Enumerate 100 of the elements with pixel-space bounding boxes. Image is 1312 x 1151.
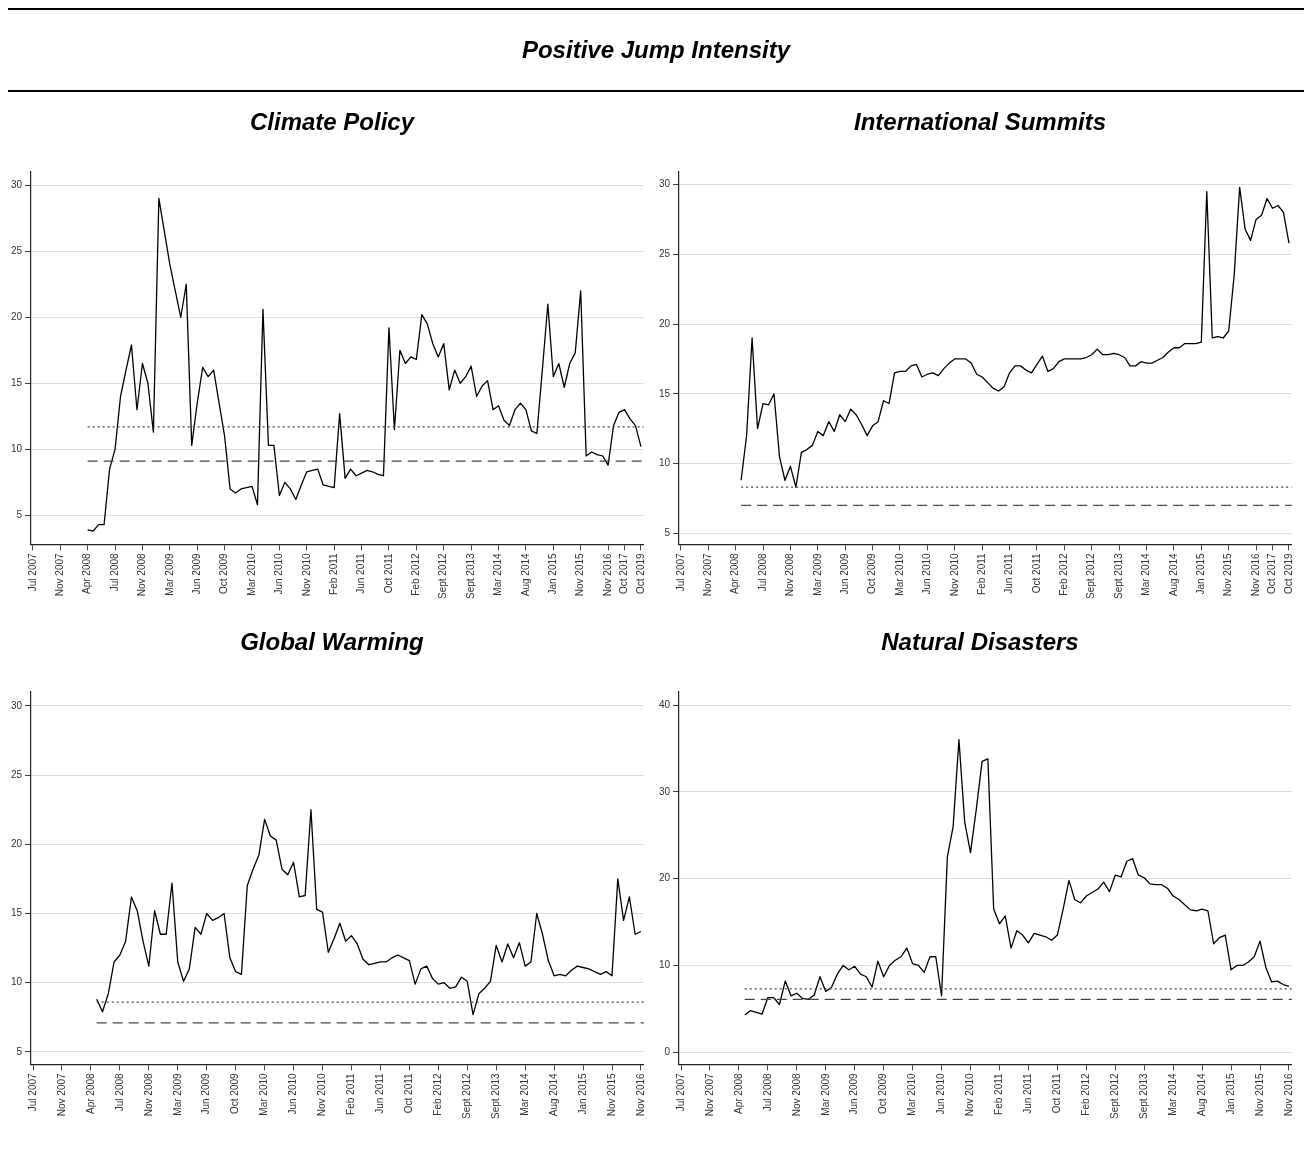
y-tick-label: 5 <box>16 1045 23 1057</box>
x-tick-label: Jul 2007 <box>26 552 38 592</box>
x-tick-label: Jul 2007 <box>674 1072 686 1112</box>
x-tick-label: Aug 2014 <box>1195 1072 1207 1117</box>
x-tick-label: Jun 2010 <box>273 552 285 595</box>
y-tick-label: 20 <box>11 311 23 323</box>
x-tick-label: Nov 2007 <box>55 1072 67 1117</box>
y-tick-label: 30 <box>11 178 23 190</box>
x-tick-label: Jan 2015 <box>576 1072 588 1115</box>
x-tick-label: Jun 2009 <box>200 1072 212 1115</box>
x-tick-label: Jul 2008 <box>108 552 120 592</box>
x-tick-label: Feb 2012 <box>1058 552 1070 596</box>
x-tick-label: Apr 2008 <box>732 1072 744 1114</box>
x-tick-label: Sept 2013 <box>489 1072 501 1120</box>
x-tick-label: Mar 2009 <box>163 552 175 596</box>
x-tick-label: Nov 2007 <box>702 552 713 597</box>
x-tick-label: Oct 2017 <box>618 552 630 594</box>
x-tick-label: Jun 2010 <box>287 1072 299 1115</box>
y-tick-label: 10 <box>659 959 671 971</box>
x-tick-label: Mar 2010 <box>893 552 905 596</box>
x-tick-label: Mar 2014 <box>1140 552 1152 596</box>
y-tick-label: 10 <box>659 457 671 469</box>
x-tick-label: Apr 2008 <box>84 1072 96 1114</box>
x-tick-label: Mar 2009 <box>811 552 823 596</box>
x-tick-label: Jul 2008 <box>761 1072 773 1112</box>
y-tick-label: 15 <box>659 387 671 399</box>
y-tick-label: 25 <box>659 248 671 260</box>
x-tick-label: Mar 2014 <box>492 552 504 596</box>
x-tick-label: Nov 2007 <box>54 552 65 597</box>
x-tick-label: Nov 2016 <box>1282 1072 1294 1117</box>
y-tick-label: 30 <box>659 178 671 190</box>
y-tick-label: 20 <box>659 872 671 884</box>
chart-title: International Summits <box>852 107 1107 137</box>
x-tick-label: Mar 2010 <box>906 1072 918 1116</box>
x-tick-label: Nov 2015 <box>1222 552 1234 597</box>
chart-title: Global Warming <box>239 627 425 657</box>
x-tick-label: Jun 2011 <box>1022 1072 1034 1114</box>
x-tick-label: Apr 2008 <box>81 552 93 594</box>
x-tick-label: Oct 2009 <box>866 552 878 594</box>
x-tick-label: Oct 2011 <box>1051 1072 1063 1114</box>
x-tick-label: Sept 2012 <box>461 1072 473 1120</box>
x-tick-label: Oct 2011 <box>1030 552 1042 594</box>
y-tick-label: 20 <box>659 317 671 329</box>
x-tick-label: Oct 2019 <box>1282 552 1294 594</box>
x-tick-label: Oct 2009 <box>218 552 230 594</box>
x-tick-label: Feb 2012 <box>410 552 422 596</box>
x-tick-label: Mar 2009 <box>819 1072 831 1116</box>
x-tick-label: Nov 2010 <box>948 552 960 597</box>
x-tick-label: Jun 2011 <box>374 1072 386 1114</box>
x-tick-label: Jul 2008 <box>113 1072 125 1112</box>
x-tick-label: Jun 2011 <box>355 552 367 594</box>
y-tick-label: 40 <box>659 698 671 710</box>
x-tick-label: Jun 2009 <box>848 1072 860 1115</box>
x-tick-label: Jun 2010 <box>935 1072 947 1115</box>
y-tick-label: 25 <box>11 768 23 780</box>
x-tick-label: Nov 2008 <box>142 1072 154 1117</box>
x-tick-label: Aug 2014 <box>519 552 531 597</box>
x-tick-label: Jul 2007 <box>674 552 686 592</box>
y-tick-label: 20 <box>11 838 23 850</box>
x-tick-label: Feb 2011 <box>345 1072 357 1115</box>
x-tick-label: Jun 2011 <box>1003 552 1015 594</box>
x-tick-label: Nov 2008 <box>136 552 148 597</box>
y-tick-label: 30 <box>11 699 23 711</box>
x-tick-label: Mar 2014 <box>518 1072 530 1116</box>
x-tick-label: Jan 2015 <box>1224 1072 1236 1115</box>
x-tick-label: Sept 2013 <box>1112 552 1124 600</box>
text: Positive Jump Intensity <box>521 36 791 64</box>
y-tick-label: 15 <box>11 907 23 919</box>
y-tick-label: 25 <box>11 244 23 256</box>
x-tick-label: Oct 2009 <box>229 1072 241 1114</box>
x-tick-label: Jun 2010 <box>921 552 933 595</box>
x-tick-label: Jan 2015 <box>1195 552 1207 595</box>
x-tick-label: Oct 2009 <box>877 1072 889 1114</box>
x-tick-label: Feb 2012 <box>1080 1072 1092 1116</box>
x-tick-label: Feb 2011 <box>975 552 987 595</box>
x-tick-label: Sept 2012 <box>1109 1072 1121 1120</box>
x-tick-label: Sept 2013 <box>464 552 476 600</box>
x-tick-label: Nov 2008 <box>790 1072 802 1117</box>
x-tick-label: Feb 2011 <box>993 1072 1005 1115</box>
x-tick-label: Mar 2009 <box>171 1072 183 1116</box>
y-tick-label: 15 <box>11 377 23 389</box>
x-tick-label: Mar 2010 <box>258 1072 270 1116</box>
y-tick-label: 10 <box>11 976 23 988</box>
x-tick-label: Oct 2011 <box>382 552 394 594</box>
x-tick-label: Aug 2014 <box>1167 552 1179 597</box>
x-tick-label: Sept 2012 <box>1085 552 1097 600</box>
x-tick-label: Nov 2016 <box>634 1072 646 1117</box>
x-tick-label: Oct 2011 <box>403 1072 415 1114</box>
x-tick-label: Jul 2008 <box>756 552 768 592</box>
y-tick-label: 30 <box>659 785 671 797</box>
x-tick-label: Nov 2008 <box>784 552 796 597</box>
x-tick-label: Feb 2012 <box>432 1072 444 1116</box>
y-tick-label: 5 <box>664 527 671 538</box>
x-tick-label: Nov 2015 <box>574 552 586 597</box>
y-tick-label: 5 <box>16 509 23 521</box>
x-tick-label: Nov 2015 <box>1253 1072 1265 1117</box>
y-tick-label: 10 <box>11 443 23 455</box>
x-tick-label: Sept 2013 <box>1137 1072 1149 1120</box>
x-tick-label: Nov 2015 <box>605 1072 617 1117</box>
x-tick-label: Nov 2010 <box>964 1072 976 1117</box>
